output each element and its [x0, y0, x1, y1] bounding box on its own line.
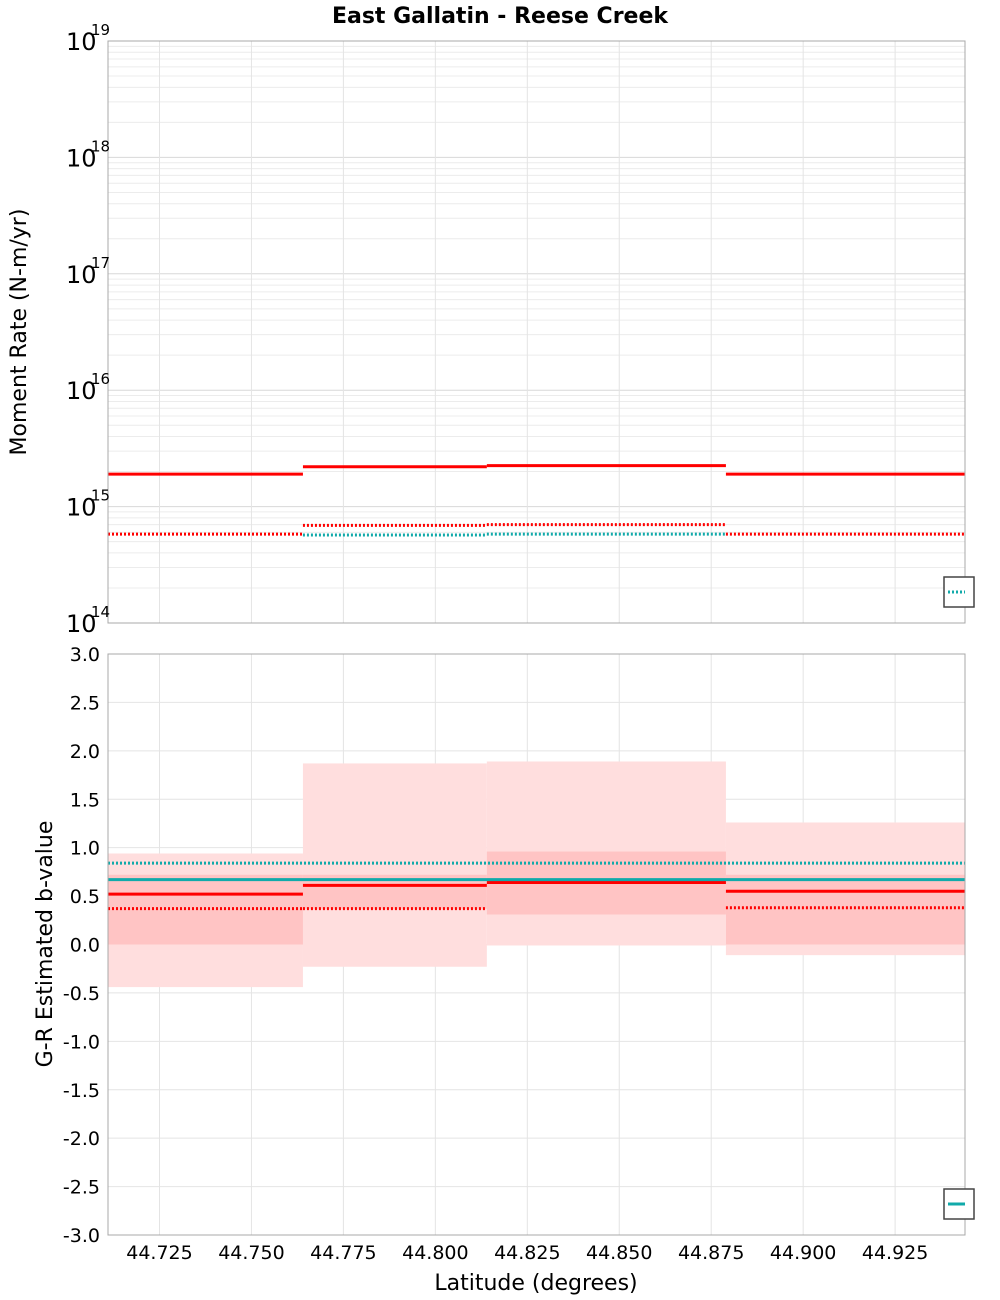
moment-y-tick-label: 10 [66, 494, 97, 522]
bvalue-inner-band [725, 874, 965, 945]
x-tick-label: 44.850 [586, 1242, 652, 1264]
moment-y-tick-label: 10 [66, 144, 97, 172]
moment-y-tick-exponent: 18 [91, 137, 110, 155]
x-tick-label: 44.875 [678, 1242, 744, 1264]
b-value-panel: 3.0 2.5 2.0 1.5 1.0 0.5 0.0 -0.5 -1.0 -1.5 -2.0 -2.… [33, 644, 975, 1247]
bvalue-y-tick-label: -1.5 [63, 1080, 100, 1102]
bvalue-legend [943, 1188, 975, 1220]
x-tick-label: 44.750 [218, 1242, 284, 1264]
moment-plot-background [108, 41, 965, 623]
moment-y-tick-exponent: 17 [91, 254, 110, 272]
moment-series [108, 464, 965, 537]
moment-y-tick-exponent: 16 [91, 370, 110, 388]
bvalue-y-tick-label: 1.5 [70, 789, 100, 811]
bvalue-y-tick-label: -2.0 [63, 1128, 100, 1150]
bvalue-bands [108, 761, 965, 988]
x-axis-label: Latitude (degrees) [434, 1271, 637, 1296]
moment-y-tick-label: 10 [66, 610, 97, 638]
bvalue-y-tick-label: 2.0 [70, 741, 100, 763]
bvalue-y-tick-label: -3.0 [63, 1225, 100, 1247]
bvalue-y-tick-label: 3.0 [70, 644, 100, 666]
moment-y-tick-exponent: 15 [91, 487, 110, 505]
moment-y-tick-exponent: 14 [91, 603, 110, 621]
moment-grid [108, 40, 965, 624]
x-tick-label: 44.725 [126, 1242, 192, 1264]
bvalue-y-tick-label: -1.0 [63, 1031, 100, 1053]
x-tick-label: 44.900 [770, 1242, 836, 1264]
bvalue-outer-band [302, 763, 487, 967]
moment-y-tick-label: 10 [66, 28, 97, 56]
moment-legend-box [943, 576, 975, 608]
moment-y-axis-label: Moment Rate (N-m/yr) [7, 209, 32, 456]
moment-y-tick-label: 10 [66, 377, 97, 405]
x-tick-label: 44.925 [862, 1242, 928, 1264]
chart-title: East Gallatin - Reese Creek [332, 4, 669, 29]
moment-legend [943, 576, 975, 608]
x-tick-label: 44.775 [310, 1242, 376, 1264]
bvalue-y-tick-label: 2.5 [70, 692, 100, 714]
bvalue-y-axis-label: G-R Estimated b-value [33, 821, 58, 1068]
bvalue-y-tick-label: 0.0 [70, 935, 100, 957]
moment-y-tick-exponent: 19 [91, 21, 110, 39]
bvalue-plot-frame [107, 653, 966, 1236]
bvalue-y-tick-label: -2.5 [63, 1177, 100, 1199]
moment-plot-frame [107, 40, 966, 624]
bvalue-y-tick-label: 1.0 [70, 838, 100, 860]
bvalue-y-ticks: 3.0 2.5 2.0 1.5 1.0 0.5 0.0 -0.5 -1.0 -1.5 -2.0 -2.… [63, 644, 100, 1247]
bvalue-y-tick-label: -0.5 [63, 983, 100, 1005]
x-tick-label: 44.800 [402, 1242, 468, 1264]
moment-y-tick-label: 10 [66, 261, 97, 289]
bvalue-y-tick-label: 0.5 [70, 886, 100, 908]
x-tick-label: 44.825 [494, 1242, 560, 1264]
x-axis-ticks: 44.725 44.750 44.775 44.800 44.825 44.850 44.8… [126, 1242, 928, 1264]
bvalue-series [108, 861, 965, 911]
